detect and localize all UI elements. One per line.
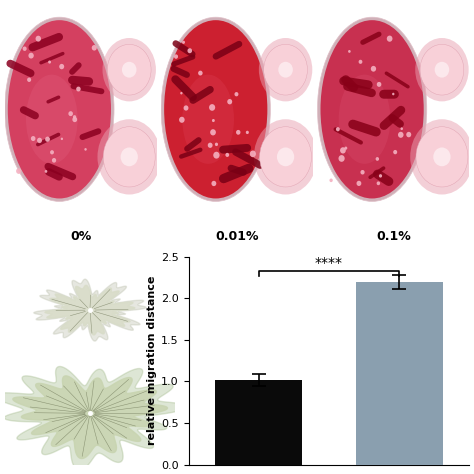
Bar xyxy=(215,380,302,465)
Ellipse shape xyxy=(435,62,449,78)
Ellipse shape xyxy=(61,137,63,140)
Polygon shape xyxy=(13,376,167,458)
Ellipse shape xyxy=(420,45,464,95)
Ellipse shape xyxy=(250,151,256,157)
Ellipse shape xyxy=(73,117,77,122)
Ellipse shape xyxy=(410,119,474,194)
Text: 0.01%: 0.01% xyxy=(215,230,259,243)
Ellipse shape xyxy=(27,78,31,82)
Ellipse shape xyxy=(320,20,424,199)
Ellipse shape xyxy=(50,150,54,155)
Ellipse shape xyxy=(45,137,50,142)
Ellipse shape xyxy=(215,143,218,146)
Ellipse shape xyxy=(102,38,156,101)
Ellipse shape xyxy=(198,71,202,75)
Text: 0%: 0% xyxy=(70,230,91,243)
Ellipse shape xyxy=(339,74,390,164)
Ellipse shape xyxy=(387,36,392,42)
Ellipse shape xyxy=(377,182,380,185)
Ellipse shape xyxy=(211,181,216,186)
Ellipse shape xyxy=(179,117,185,123)
Ellipse shape xyxy=(379,174,382,178)
Ellipse shape xyxy=(359,60,363,64)
Ellipse shape xyxy=(84,148,87,151)
Ellipse shape xyxy=(76,87,81,91)
Ellipse shape xyxy=(340,147,346,154)
Ellipse shape xyxy=(52,158,56,163)
Bar xyxy=(356,282,443,465)
Ellipse shape xyxy=(329,179,333,182)
Y-axis label: relative migration distance: relative migration distance xyxy=(147,276,157,446)
Ellipse shape xyxy=(182,74,234,164)
Ellipse shape xyxy=(264,45,308,95)
Ellipse shape xyxy=(28,53,34,58)
Ellipse shape xyxy=(122,62,137,78)
Ellipse shape xyxy=(278,62,293,78)
Ellipse shape xyxy=(5,17,114,201)
Ellipse shape xyxy=(225,153,229,157)
Ellipse shape xyxy=(31,136,36,141)
Ellipse shape xyxy=(416,127,468,187)
Ellipse shape xyxy=(182,41,185,44)
Ellipse shape xyxy=(338,155,345,162)
Ellipse shape xyxy=(120,147,138,166)
Ellipse shape xyxy=(360,170,365,174)
Ellipse shape xyxy=(98,119,161,194)
Text: ****: **** xyxy=(315,256,343,270)
Ellipse shape xyxy=(277,147,294,166)
Ellipse shape xyxy=(212,119,215,122)
Ellipse shape xyxy=(227,99,232,104)
Ellipse shape xyxy=(318,17,427,201)
Text: 0.1%: 0.1% xyxy=(376,230,411,243)
Ellipse shape xyxy=(164,20,267,199)
Ellipse shape xyxy=(371,66,376,72)
Ellipse shape xyxy=(209,104,215,111)
Ellipse shape xyxy=(356,181,361,186)
Ellipse shape xyxy=(187,48,192,53)
Ellipse shape xyxy=(259,38,312,101)
Ellipse shape xyxy=(406,132,411,137)
Ellipse shape xyxy=(235,92,238,96)
Ellipse shape xyxy=(8,20,111,199)
Ellipse shape xyxy=(254,119,317,194)
Ellipse shape xyxy=(401,128,403,130)
Ellipse shape xyxy=(393,150,397,154)
Ellipse shape xyxy=(398,132,403,138)
Polygon shape xyxy=(0,366,187,470)
Ellipse shape xyxy=(59,64,64,69)
Polygon shape xyxy=(45,285,135,335)
Ellipse shape xyxy=(415,38,469,101)
Ellipse shape xyxy=(336,127,340,131)
Ellipse shape xyxy=(345,146,347,150)
Polygon shape xyxy=(34,279,146,341)
Ellipse shape xyxy=(392,93,394,95)
Ellipse shape xyxy=(36,36,41,42)
Ellipse shape xyxy=(73,115,76,119)
Ellipse shape xyxy=(183,105,189,110)
Ellipse shape xyxy=(23,46,27,51)
Ellipse shape xyxy=(103,127,155,187)
Ellipse shape xyxy=(26,74,78,164)
Ellipse shape xyxy=(37,138,42,143)
Ellipse shape xyxy=(45,170,47,173)
Ellipse shape xyxy=(107,45,151,95)
Ellipse shape xyxy=(48,61,51,64)
Ellipse shape xyxy=(174,55,178,59)
Ellipse shape xyxy=(246,131,249,134)
Ellipse shape xyxy=(213,152,219,159)
Ellipse shape xyxy=(68,111,73,116)
Ellipse shape xyxy=(260,127,311,187)
Ellipse shape xyxy=(208,143,212,148)
Ellipse shape xyxy=(161,17,270,201)
Ellipse shape xyxy=(433,147,451,166)
Ellipse shape xyxy=(375,157,379,161)
Ellipse shape xyxy=(236,130,240,135)
Ellipse shape xyxy=(210,129,216,136)
Ellipse shape xyxy=(180,92,182,94)
Ellipse shape xyxy=(91,45,97,51)
Ellipse shape xyxy=(16,168,21,174)
Ellipse shape xyxy=(348,50,351,53)
Ellipse shape xyxy=(377,82,382,87)
